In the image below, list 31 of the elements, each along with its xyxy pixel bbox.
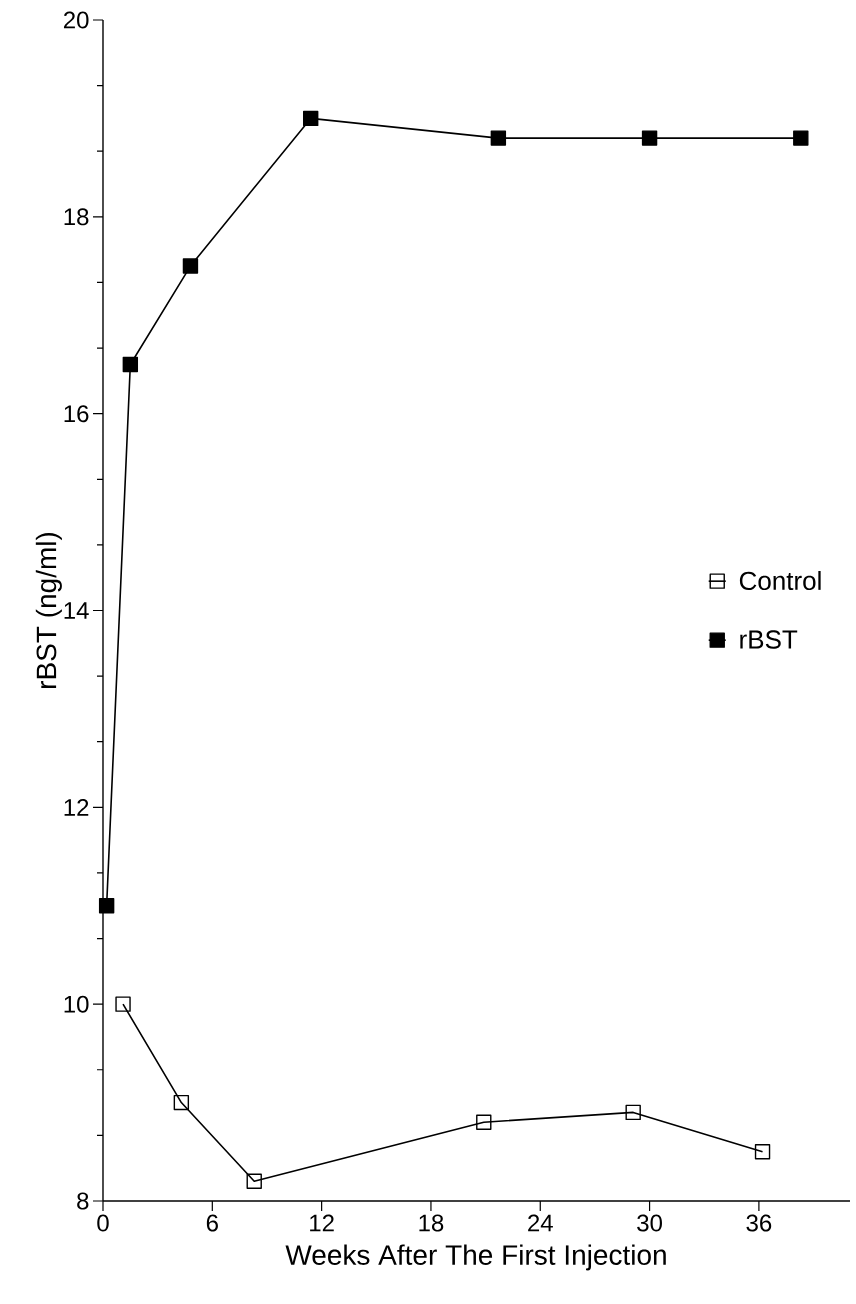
y-tick-label: 20 <box>63 11 89 29</box>
point <box>641 130 658 146</box>
point <box>246 1173 262 1190</box>
point <box>122 356 139 373</box>
x-tick-label: 24 <box>528 1214 553 1232</box>
y-axis-title: rBST (ng/ml) <box>35 532 62 688</box>
point <box>173 1094 190 1111</box>
y-tick-label: 18 <box>64 208 89 226</box>
point <box>793 130 809 146</box>
y-tick-label: 14 <box>64 602 89 619</box>
x-tick-label: 0 <box>97 1214 109 1232</box>
x-tick-label: 12 <box>310 1214 334 1232</box>
x-axis-title: Weeks After The First Injection <box>285 1244 666 1271</box>
point <box>754 1144 771 1160</box>
point <box>476 1114 492 1130</box>
y-tick-label: 16 <box>64 405 89 423</box>
legend-label: Control <box>739 571 821 591</box>
x-tick-label: 30 <box>637 1214 662 1232</box>
y-tick-label: 8 <box>77 1192 89 1210</box>
point <box>98 898 115 914</box>
point <box>490 130 507 146</box>
x-tick-label: 36 <box>746 1214 772 1232</box>
point <box>115 996 131 1012</box>
point <box>303 110 319 127</box>
y-tick-label: 12 <box>64 798 89 816</box>
x-tick-label: 6 <box>206 1214 218 1232</box>
legend-label: rBST <box>740 630 798 649</box>
x-tick-label: 18 <box>419 1214 444 1232</box>
point <box>625 1104 641 1121</box>
point <box>182 258 199 274</box>
y-tick-label: 10 <box>64 995 89 1013</box>
